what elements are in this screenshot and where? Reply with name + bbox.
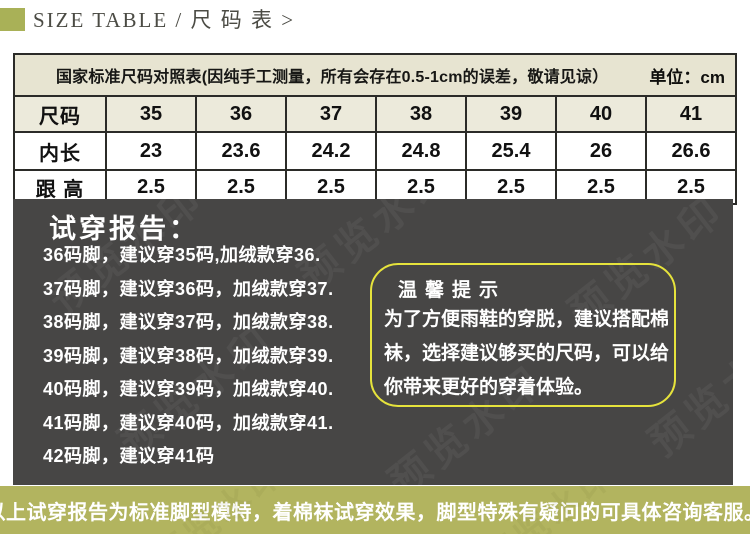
tips-title: 温馨提示 (398, 280, 507, 301)
tips-body: 为了方便雨鞋的穿脱，建议搭配棉 袜，选择建议够买的尺码，可以给 你带来更好的穿着… (384, 303, 672, 405)
tips-line: 你带来更好的穿着体验。 (384, 377, 594, 398)
size-cell: 39 (465, 95, 557, 133)
table-unit-label: 单位：cm (649, 67, 725, 87)
table-note-text: 国家标准尺码对照表(因纯手工测量，所有会存在0.5-1cm的误差，敬请见谅） (55, 69, 609, 86)
table-row-inner-length: 内长 23 23.6 24.2 24.8 25.4 26 26.6 (13, 131, 737, 171)
size-cell: 37 (285, 95, 377, 133)
length-cell: 26 (555, 131, 647, 171)
fit-report-line: 39码脚，建议穿38码，加绒款穿39. (43, 345, 334, 366)
footer-note-text: 以上试穿报告为标准脚型模特，着棉袜试穿效果，脚型特殊有疑问的可具体咨询客服。 (0, 501, 750, 524)
length-cell: 24.2 (285, 131, 377, 171)
length-cell: 26.6 (645, 131, 737, 171)
tips-line: 袜，选择建议够买的尺码，可以给 (384, 343, 670, 364)
tips-box: 温馨提示 为了方便雨鞋的穿脱，建议搭配棉 袜，选择建议够买的尺码，可以给 你带来… (370, 263, 676, 407)
length-cell: 25.4 (465, 131, 557, 171)
row-label-inner-length: 内长 (13, 131, 107, 171)
table-row-size: 尺码 35 36 37 38 39 40 41 (13, 95, 737, 133)
tips-line: 为了方便雨鞋的穿脱，建议搭配棉 (384, 309, 670, 330)
accent-square-icon (0, 8, 25, 31)
length-cell: 23 (105, 131, 197, 171)
fit-report-line: 41码脚，建议穿40码，加绒款穿41. (43, 412, 334, 433)
fit-report-line: 37码脚，建议穿36码，加绒款穿37. (43, 278, 334, 299)
size-cell: 38 (375, 95, 467, 133)
fit-report-lines: 36码脚，建议穿35码,加绒款穿36. 37码脚，建议穿36码，加绒款穿37. … (43, 239, 334, 474)
size-cell: 41 (645, 95, 737, 133)
fit-report-line: 42码脚，建议穿41码 (43, 446, 215, 466)
size-cell: 36 (195, 95, 287, 133)
fit-report-line: 38码脚，建议穿37码，加绒款穿38. (43, 312, 334, 332)
section-header: SIZE TABLE / 尺 码 表 > (0, 0, 750, 46)
table-note-cell: 国家标准尺码对照表(因纯手工测量，所有会存在0.5-1cm的误差，敬请见谅） 单… (13, 53, 737, 97)
fit-report-line: 40码脚，建议穿39码，加绒款穿40. (43, 379, 334, 399)
row-label-size: 尺码 (13, 95, 107, 133)
size-cell: 35 (105, 95, 197, 133)
size-cell: 40 (555, 95, 647, 133)
fit-report-line: 36码脚，建议穿35码,加绒款穿36. (43, 245, 321, 265)
footer-note-bar: 预览水印 预览水印 以上试穿报告为标准脚型模特，着棉袜试穿效果，脚型特殊有疑问的… (0, 486, 750, 534)
fit-report-title: 试穿报告： (49, 214, 199, 244)
fit-report-panel: 预览水印 预览水印 预览水印 预览水印 预览水印 预览水印 试穿报告： 36码脚… (13, 199, 733, 485)
table-note-row: 国家标准尺码对照表(因纯手工测量，所有会存在0.5-1cm的误差，敬请见谅） 单… (13, 53, 737, 97)
length-cell: 23.6 (195, 131, 287, 171)
size-table: 国家标准尺码对照表(因纯手工测量，所有会存在0.5-1cm的误差，敬请见谅） 单… (13, 53, 737, 205)
section-title: SIZE TABLE / 尺 码 表 > (33, 8, 296, 32)
length-cell: 24.8 (375, 131, 467, 171)
